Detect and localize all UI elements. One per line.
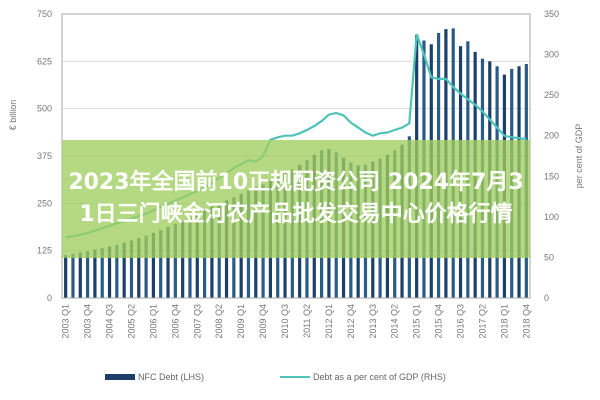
x-axis-ticks: 2003 Q1 2003 Q4 2004 Q3 2005 Q2 2006 Q1 2006 … xyxy=(61,304,532,339)
x-tick-label: 2015 Q4 xyxy=(434,304,444,339)
right-tick-label: 150 xyxy=(544,171,559,181)
left-tick-label: 375 xyxy=(37,151,52,161)
right-tick-label: 300 xyxy=(544,50,559,60)
x-tick-label: 2005 Q2 xyxy=(126,304,136,339)
bar xyxy=(137,238,141,298)
legend-item-nfc-debt: NFC Debt (LHS) xyxy=(105,372,204,382)
bar xyxy=(71,253,75,298)
x-tick-label: 2017 Q2 xyxy=(477,304,487,339)
bar xyxy=(159,229,163,298)
bar xyxy=(173,223,177,298)
banner-title: 2023年全国前10正规配资公司 2024年7月31日三门峡金河农产品批发交易中… xyxy=(68,170,524,227)
left-tick-label: 750 xyxy=(37,9,52,19)
x-tick-label: 2009 Q4 xyxy=(258,304,268,339)
bar xyxy=(115,244,119,298)
left-tick-label: 250 xyxy=(37,198,52,208)
left-axis-label: € billion xyxy=(8,100,18,131)
x-tick-label: 2012 Q4 xyxy=(346,304,356,339)
right-axis-label: per cent of GDP xyxy=(574,124,584,189)
x-tick-label: 2018 Q1 xyxy=(499,304,509,339)
bar xyxy=(100,248,104,298)
x-tick-label: 2006 Q1 xyxy=(148,304,158,339)
bar xyxy=(181,220,185,298)
right-tick-label: 250 xyxy=(544,90,559,100)
bar xyxy=(93,249,97,298)
left-tick-label: 0 xyxy=(47,293,52,303)
bar xyxy=(166,226,170,298)
x-tick-label: 2014 Q2 xyxy=(390,304,400,339)
bar xyxy=(78,252,82,298)
left-tick-label: 625 xyxy=(37,56,52,66)
x-tick-label: 2011 Q2 xyxy=(302,304,312,338)
right-axis-ticks: 0 50 100 150 200 250 300 350 xyxy=(544,9,559,303)
right-tick-label: 50 xyxy=(544,252,554,262)
left-axis-ticks: 0 125 250 375 500 625 750 xyxy=(37,9,52,303)
x-tick-label: 2006 Q4 xyxy=(170,304,180,339)
bar xyxy=(122,242,126,298)
bar xyxy=(64,255,68,298)
bar xyxy=(144,235,148,298)
bar xyxy=(85,251,90,298)
bar xyxy=(129,240,134,298)
x-tick-label: 2016 Q3 xyxy=(456,304,466,339)
left-tick-label: 500 xyxy=(37,104,52,114)
x-tick-label: 2003 Q1 xyxy=(61,304,71,339)
bar xyxy=(107,246,112,298)
left-tick-label: 125 xyxy=(37,246,52,256)
x-tick-label: 2013 Q3 xyxy=(368,304,378,339)
title-banner: 2023年全国前10正规配资公司 2024年7月31日三门峡金河农产品批发交易中… xyxy=(62,140,530,258)
legend-swatch-line xyxy=(280,376,310,378)
x-tick-label: 2012 Q1 xyxy=(324,304,334,339)
legend-label: Debt as a per cent of GDP (RHS) xyxy=(313,372,446,382)
x-tick-label: 2008 Q2 xyxy=(214,304,224,339)
bar xyxy=(151,232,156,298)
x-tick-label: 2018 Q4 xyxy=(521,304,531,339)
legend-item-debt-gdp: Debt as a per cent of GDP (RHS) xyxy=(280,372,446,382)
x-tick-label: 2007 Q3 xyxy=(192,304,202,339)
right-tick-label: 200 xyxy=(544,131,559,141)
legend-swatch-bar xyxy=(105,374,135,380)
right-tick-label: 0 xyxy=(544,293,549,303)
legend-label: NFC Debt (LHS) xyxy=(138,372,205,382)
x-tick-label: 2009 Q1 xyxy=(236,304,246,339)
x-tick-label: 2010 Q3 xyxy=(280,304,290,339)
right-tick-label: 100 xyxy=(544,212,559,222)
x-tick-label: 2003 Q4 xyxy=(83,304,93,339)
x-tick-label: 2015 Q1 xyxy=(412,304,422,339)
right-tick-label: 350 xyxy=(544,9,559,19)
x-tick-label: 2004 Q3 xyxy=(105,304,115,339)
